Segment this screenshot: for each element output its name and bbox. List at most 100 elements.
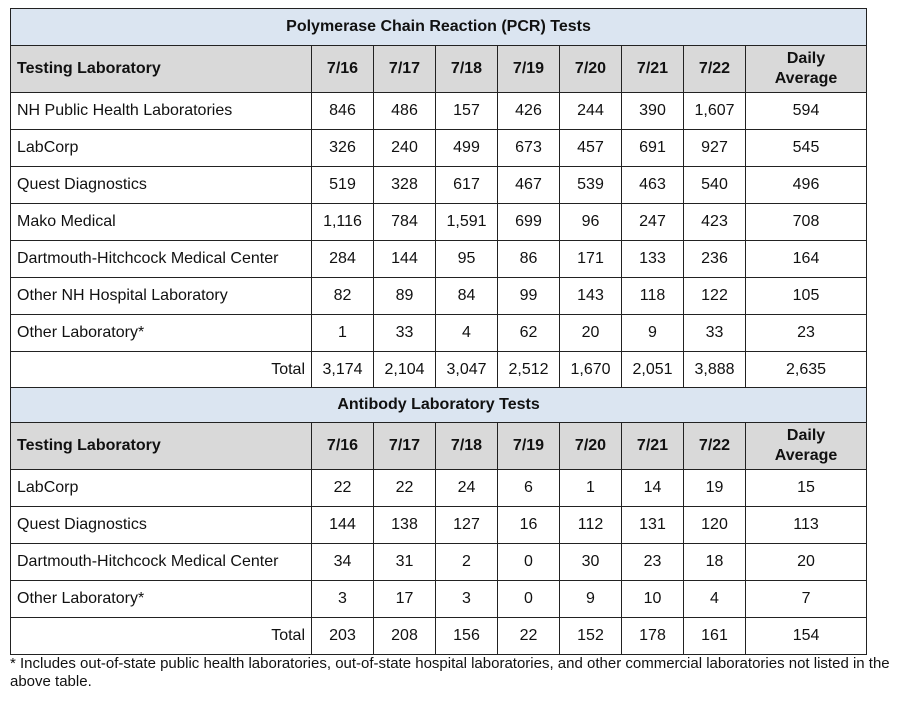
cell-value: 539 <box>559 166 622 204</box>
table-row: Other Laboratory* 1 33 4 62 20 9 33 23 <box>10 314 868 352</box>
antibody-table-title: Antibody Laboratory Tests <box>9 387 868 423</box>
footnote: * Includes out-of-state public health la… <box>10 655 890 690</box>
lab-name: Quest Diagnostics <box>10 506 312 544</box>
lab-name: Dartmouth-Hitchcock Medical Center <box>10 240 312 278</box>
antibody-header-lab: Testing Laboratory <box>10 422 312 470</box>
cell-value: 18 <box>683 543 746 581</box>
cell-value: 120 <box>683 506 746 544</box>
total-value: 2,104 <box>373 351 436 389</box>
pcr-header-avg-line2: Average <box>774 70 838 87</box>
total-label: Total <box>10 617 312 655</box>
total-average: 2,635 <box>744 351 868 389</box>
pcr-header-date: 7/20 <box>559 45 622 93</box>
table-row: Dartmouth-Hitchcock Medical Center 34 31… <box>10 543 868 581</box>
antibody-header-date: 7/16 <box>311 422 374 470</box>
cell-value: 33 <box>373 314 436 352</box>
total-value: 178 <box>621 617 684 655</box>
total-value: 22 <box>497 617 560 655</box>
cell-value: 673 <box>497 129 560 167</box>
cell-value: 95 <box>435 240 498 278</box>
antibody-header-avg-line2: Average <box>774 447 838 464</box>
cell-value: 4 <box>435 314 498 352</box>
cell-value: 1 <box>559 469 622 507</box>
cell-value: 24 <box>435 469 498 507</box>
cell-value: 463 <box>621 166 684 204</box>
cell-value: 846 <box>311 92 374 130</box>
antibody-header-date: 7/19 <box>497 422 560 470</box>
total-value: 156 <box>435 617 498 655</box>
cell-value: 236 <box>683 240 746 278</box>
cell-value: 131 <box>621 506 684 544</box>
cell-value: 244 <box>559 92 622 130</box>
total-value: 2,051 <box>621 351 684 389</box>
cell-value: 1 <box>311 314 374 352</box>
cell-value: 9 <box>621 314 684 352</box>
total-value: 2,512 <box>497 351 560 389</box>
table-row: LabCorp 326 240 499 673 457 691 927 545 <box>10 129 868 167</box>
total-value: 3,047 <box>435 351 498 389</box>
total-row: Total 3,174 2,104 3,047 2,512 1,670 2,05… <box>10 351 868 389</box>
pcr-table: Polymerase Chain Reaction (PCR) Tests Te… <box>9 8 868 389</box>
cell-value: 84 <box>435 277 498 315</box>
cell-value: 1,591 <box>435 203 498 241</box>
table-row: Mako Medical 1,116 784 1,591 699 96 247 … <box>10 203 868 241</box>
total-value: 203 <box>311 617 374 655</box>
cell-value: 540 <box>683 166 746 204</box>
lab-name: Other Laboratory* <box>10 580 312 618</box>
total-row: Total 203 208 156 22 152 178 161 154 <box>10 617 868 655</box>
antibody-header-row: Testing Laboratory 7/16 7/17 7/18 7/19 7… <box>10 422 868 470</box>
cell-value: 499 <box>435 129 498 167</box>
cell-average: 708 <box>744 203 868 241</box>
lab-name: Other NH Hospital Laboratory <box>10 277 312 315</box>
cell-average: 496 <box>744 166 868 204</box>
cell-value: 240 <box>373 129 436 167</box>
cell-value: 34 <box>311 543 374 581</box>
cell-value: 1,116 <box>311 203 374 241</box>
cell-average: 20 <box>744 543 868 581</box>
cell-value: 138 <box>373 506 436 544</box>
pcr-header-daily-average: Daily Average <box>744 45 868 93</box>
total-value: 3,888 <box>683 351 746 389</box>
cell-value: 17 <box>373 580 436 618</box>
table-row: Quest Diagnostics 144 138 127 16 112 131… <box>10 506 868 544</box>
cell-average: 7 <box>744 580 868 618</box>
pcr-header-date: 7/21 <box>621 45 684 93</box>
cell-value: 31 <box>373 543 436 581</box>
total-value: 152 <box>559 617 622 655</box>
lab-name: Mako Medical <box>10 203 312 241</box>
cell-value: 617 <box>435 166 498 204</box>
cell-value: 33 <box>683 314 746 352</box>
cell-value: 486 <box>373 92 436 130</box>
cell-value: 99 <box>497 277 560 315</box>
lab-name: Quest Diagnostics <box>10 166 312 204</box>
cell-value: 82 <box>311 277 374 315</box>
cell-value: 19 <box>683 469 746 507</box>
total-average: 154 <box>744 617 868 655</box>
cell-value: 423 <box>683 203 746 241</box>
cell-value: 457 <box>559 129 622 167</box>
cell-value: 127 <box>435 506 498 544</box>
cell-value: 89 <box>373 277 436 315</box>
cell-value: 14 <box>621 469 684 507</box>
antibody-header-daily-average: Daily Average <box>744 422 868 470</box>
antibody-header-date: 7/20 <box>559 422 622 470</box>
cell-value: 2 <box>435 543 498 581</box>
cell-value: 247 <box>621 203 684 241</box>
cell-value: 699 <box>497 203 560 241</box>
cell-value: 118 <box>621 277 684 315</box>
pcr-header-row: Testing Laboratory 7/16 7/17 7/18 7/19 7… <box>10 45 868 93</box>
table-row: LabCorp 22 22 24 6 1 14 19 15 <box>10 469 868 507</box>
cell-value: 3 <box>435 580 498 618</box>
cell-average: 164 <box>744 240 868 278</box>
antibody-header-date: 7/17 <box>373 422 436 470</box>
lab-name: LabCorp <box>10 129 312 167</box>
pcr-header-date: 7/17 <box>373 45 436 93</box>
table-row: Dartmouth-Hitchcock Medical Center 284 1… <box>10 240 868 278</box>
cell-value: 3 <box>311 580 374 618</box>
cell-value: 426 <box>497 92 560 130</box>
total-value: 3,174 <box>311 351 374 389</box>
antibody-header-date: 7/18 <box>435 422 498 470</box>
cell-value: 1,607 <box>683 92 746 130</box>
cell-value: 96 <box>559 203 622 241</box>
cell-value: 144 <box>311 506 374 544</box>
